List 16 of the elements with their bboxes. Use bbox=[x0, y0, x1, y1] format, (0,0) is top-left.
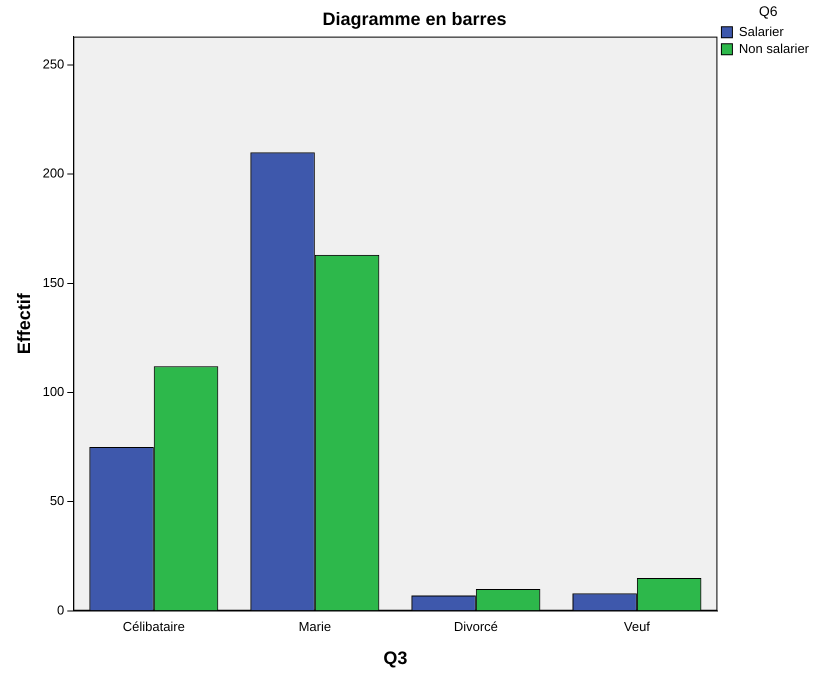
y-tick-label: 250 bbox=[42, 56, 64, 72]
y-tick-label: 200 bbox=[42, 166, 64, 181]
legend-label: Salarier bbox=[738, 24, 784, 39]
x-axis-title: Q3 bbox=[383, 648, 408, 668]
x-tick-label: Divorcé bbox=[454, 619, 498, 634]
x-tick-label: Veuf bbox=[624, 619, 650, 634]
y-tick-label: 100 bbox=[42, 384, 64, 400]
y-tick-label: 50 bbox=[50, 493, 64, 508]
chart-title: Diagramme en barres bbox=[322, 8, 507, 29]
y-tick-label: 0 bbox=[57, 602, 64, 618]
legend-title: Q6 bbox=[758, 2, 778, 19]
x-tick-label: Marie bbox=[298, 619, 332, 634]
y-tick-label: 150 bbox=[42, 274, 64, 290]
y-axis-title: Effectif bbox=[14, 292, 34, 354]
x-tick-label: Célibataire bbox=[122, 619, 185, 634]
legend-label: Non salarier bbox=[738, 40, 810, 56]
